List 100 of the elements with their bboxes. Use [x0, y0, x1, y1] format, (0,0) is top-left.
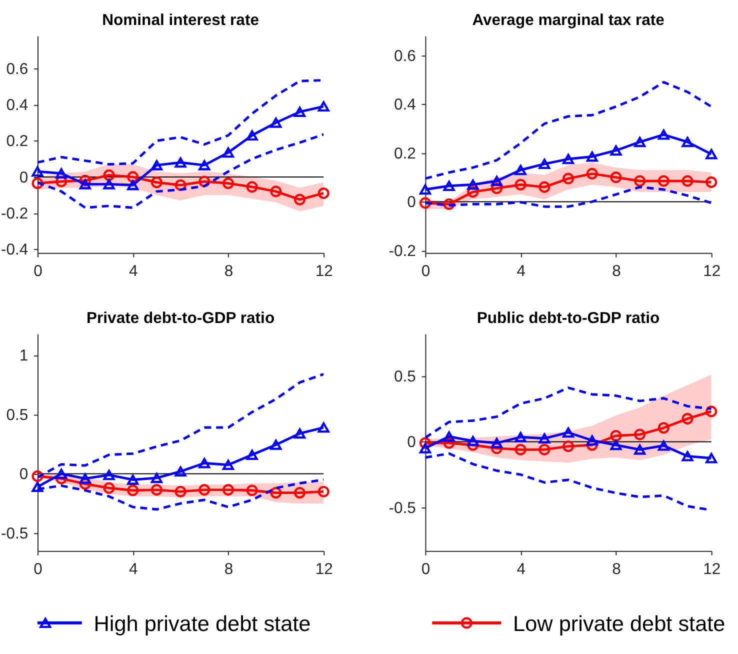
- point: [491, 176, 503, 186]
- point: [610, 145, 622, 156]
- point: [419, 197, 432, 209]
- point: [562, 172, 574, 184]
- point: [419, 437, 432, 449]
- point: [294, 487, 306, 499]
- point: [246, 450, 258, 460]
- point: [32, 166, 44, 177]
- x-tick-label: 8: [612, 263, 622, 280]
- point: [467, 436, 479, 446]
- point: [270, 440, 282, 450]
- point: [706, 453, 718, 464]
- x-tick-label: 12: [315, 263, 333, 280]
- point: [103, 470, 115, 480]
- x-tick-label: 12: [703, 263, 721, 280]
- x-tick-label: 8: [224, 561, 234, 578]
- point: [318, 187, 330, 199]
- point: [103, 482, 115, 494]
- y-tick-label: -0.2: [388, 242, 416, 260]
- point: [467, 186, 479, 198]
- point: [222, 460, 234, 470]
- line-series: [425, 186, 712, 208]
- point: [658, 175, 670, 187]
- y-tick-label: 0: [19, 466, 28, 484]
- point: [222, 178, 234, 190]
- point: [294, 194, 306, 206]
- y-tick-label: 0.5: [394, 368, 416, 386]
- point: [270, 186, 282, 198]
- point: [246, 130, 258, 140]
- point: [491, 442, 503, 454]
- point: [103, 169, 115, 181]
- y-tick-label: 0: [407, 434, 416, 452]
- point: [56, 176, 68, 188]
- point: [514, 432, 526, 442]
- point: [562, 427, 574, 438]
- point: [246, 484, 258, 496]
- point: [586, 151, 598, 162]
- x-tick-label: 0: [421, 561, 430, 578]
- point: [610, 440, 622, 450]
- chart-title: Nominal interest rate: [102, 12, 260, 30]
- point: [150, 472, 162, 484]
- point: [610, 172, 622, 184]
- y-tick-label: 0: [407, 194, 416, 212]
- point: [562, 154, 574, 164]
- point: [222, 147, 234, 158]
- point: [222, 484, 234, 496]
- point: [491, 182, 503, 194]
- y-tick-label: 0.6: [6, 60, 28, 78]
- point: [634, 428, 646, 440]
- y-tick-label: -0.4: [0, 242, 28, 259]
- y-tick-label: 0.2: [6, 133, 28, 150]
- point: [56, 168, 68, 178]
- point: [634, 136, 646, 148]
- x-tick-label: 4: [516, 561, 526, 578]
- point: [443, 180, 455, 191]
- chart-title: Average marginal tax rate: [472, 12, 665, 30]
- y-tick-label: 0.4: [6, 97, 28, 114]
- point: [294, 428, 306, 439]
- point: [514, 444, 526, 456]
- point: [467, 179, 479, 190]
- line-series: [37, 133, 324, 209]
- x-tick-label: 4: [516, 263, 526, 280]
- point: [246, 181, 258, 193]
- point: [514, 164, 526, 176]
- point: [174, 157, 186, 168]
- point: [514, 178, 526, 190]
- point: [127, 474, 139, 485]
- point: [658, 130, 670, 140]
- point: [198, 176, 210, 188]
- point: [198, 160, 210, 170]
- x-tick-label: 12: [315, 561, 333, 578]
- point: [127, 484, 139, 496]
- point: [318, 486, 330, 498]
- y-tick-label: 0.4: [394, 96, 416, 114]
- y-tick-label: 0: [19, 169, 28, 186]
- point: [586, 168, 598, 180]
- point: [294, 106, 306, 117]
- point: [682, 451, 694, 462]
- line-series: [425, 386, 712, 439]
- point: [32, 470, 44, 482]
- point: [538, 181, 550, 193]
- point: [706, 406, 718, 418]
- point: [79, 478, 91, 490]
- point: [538, 444, 550, 456]
- x-tick-label: 12: [703, 561, 721, 578]
- legend-label: High private debt state: [94, 610, 311, 636]
- x-tick-label: 4: [128, 263, 138, 280]
- point: [634, 175, 646, 187]
- point: [538, 433, 550, 444]
- point: [419, 184, 432, 195]
- point: [682, 412, 694, 424]
- point: [658, 422, 670, 434]
- point: [562, 440, 574, 452]
- x-tick-label: 4: [128, 561, 138, 578]
- point: [150, 484, 162, 496]
- point: [150, 160, 162, 170]
- point: [174, 486, 186, 498]
- point: [56, 468, 68, 479]
- y-tick-label: -0.5: [388, 500, 416, 517]
- point: [706, 176, 718, 188]
